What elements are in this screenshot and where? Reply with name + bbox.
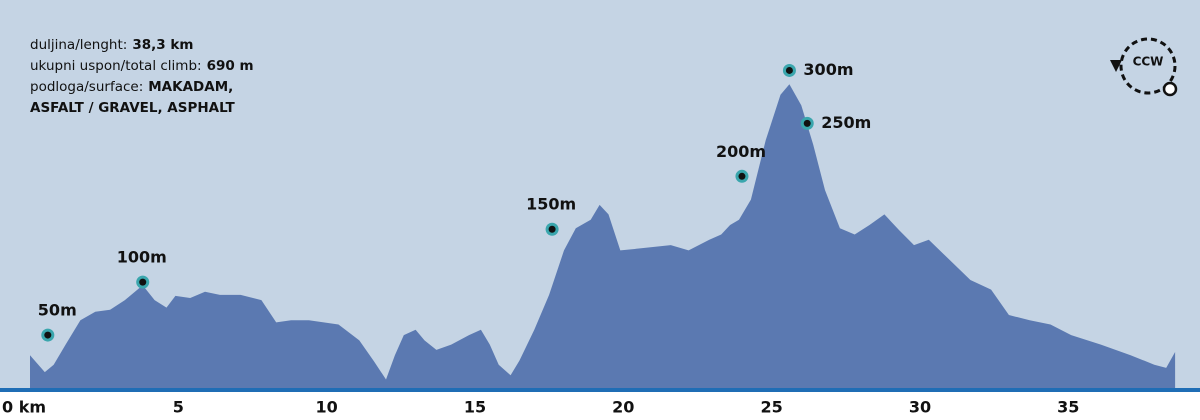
x-tick-label: 25 bbox=[760, 398, 782, 417]
elevation-marker-center bbox=[785, 66, 793, 74]
elevation-label: 200m bbox=[716, 142, 766, 161]
x-tick-label: 0 km bbox=[2, 398, 46, 417]
x-tick-label: 10 bbox=[316, 398, 338, 417]
direction-icon: CCW bbox=[1110, 37, 1178, 97]
info-line: podloga/surface: MAKADAM, bbox=[30, 79, 233, 95]
elevation-label: 50m bbox=[38, 301, 77, 320]
info-value: ASFALT / GRAVEL, ASPHALT bbox=[30, 100, 235, 116]
info-label: podloga/surface: bbox=[30, 79, 143, 95]
x-axis-line bbox=[0, 388, 1200, 392]
x-tick-label: 5 bbox=[173, 398, 184, 417]
elevation-marker-center bbox=[548, 225, 556, 233]
info-line: ukupni uspon/total climb: 690 m bbox=[30, 58, 254, 74]
elevation-marker-center bbox=[738, 172, 746, 180]
elevation-area bbox=[30, 84, 1176, 388]
elevation-label: 300m bbox=[803, 60, 853, 79]
x-tick-label: 30 bbox=[909, 398, 931, 417]
info-line: duljina/lenght: 38,3 km bbox=[30, 37, 193, 53]
elevation-label: 250m bbox=[821, 113, 871, 132]
direction-end bbox=[1162, 81, 1178, 97]
elevation-marker-center bbox=[44, 331, 52, 339]
info-label: duljina/lenght: bbox=[30, 37, 127, 53]
x-tick-label: 20 bbox=[612, 398, 634, 417]
direction-label: CCW bbox=[1133, 55, 1164, 69]
info-label: ukupni uspon/total climb: bbox=[30, 58, 202, 74]
direction-arrow bbox=[1110, 60, 1122, 72]
info-value: MAKADAM, bbox=[148, 79, 233, 95]
direction-circle bbox=[1119, 37, 1177, 95]
elevation-label: 150m bbox=[526, 195, 576, 214]
info-value: 690 m bbox=[207, 58, 254, 74]
elevation-marker-center bbox=[139, 278, 147, 286]
elevation-marker-center bbox=[803, 119, 811, 127]
elevation-label: 100m bbox=[117, 248, 167, 267]
x-tick-label: 35 bbox=[1057, 398, 1079, 417]
x-tick-label: 15 bbox=[464, 398, 486, 417]
info-value: 38,3 km bbox=[132, 37, 193, 53]
